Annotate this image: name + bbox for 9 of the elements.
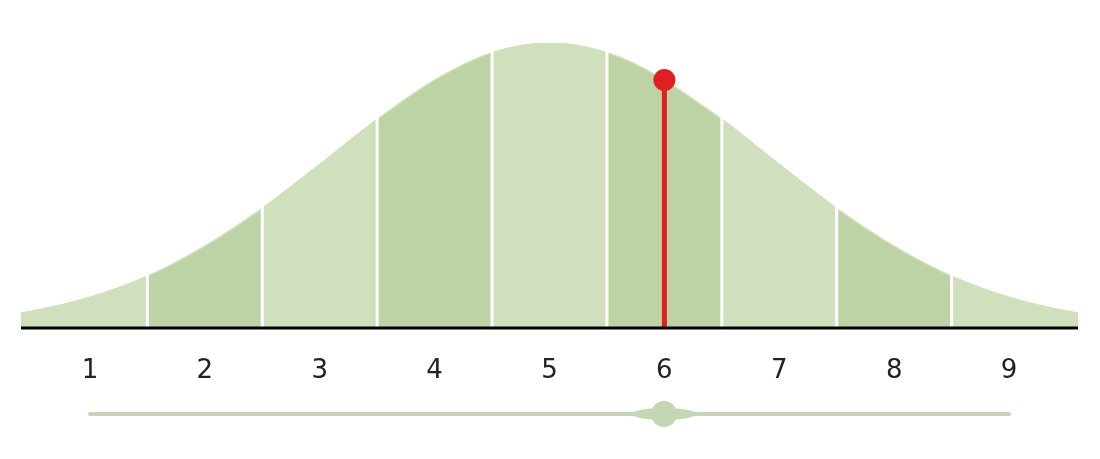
- x-tick-label: 9: [1000, 354, 1018, 385]
- x-tick-label: 8: [885, 354, 903, 385]
- x-tick-label: 6: [656, 354, 673, 385]
- x-tick-label: 1: [81, 354, 99, 385]
- x-tick-label: 5: [541, 354, 558, 385]
- x-tick-label: 2: [196, 354, 214, 385]
- x-tick-label: 4: [426, 354, 443, 385]
- x-tick-label: 7: [771, 354, 788, 385]
- x-tick-label: 3: [311, 354, 328, 385]
